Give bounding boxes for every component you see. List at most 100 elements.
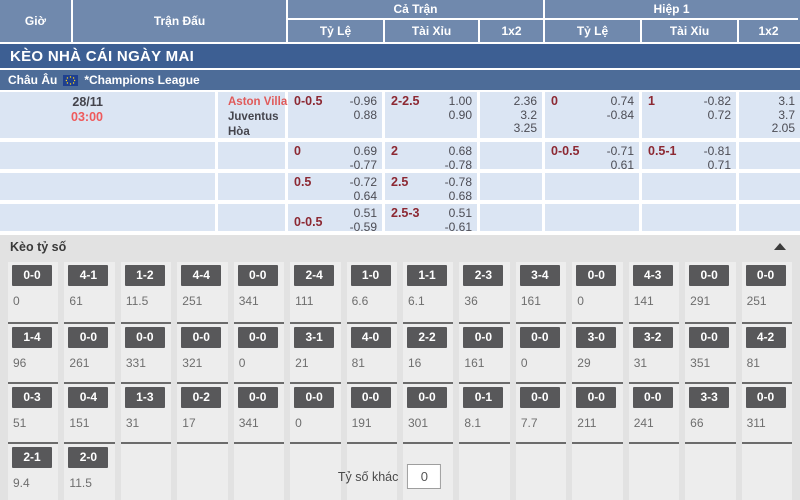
score-slot[interactable]: 0-0 261 (64, 322, 115, 382)
odds-bottom[interactable]: 0.64 (353, 188, 377, 203)
ft-overunder-cell[interactable]: 2.5 -0.78 0.68 (385, 173, 480, 202)
score-label[interactable]: 0-4 (68, 387, 109, 408)
score-odds-cell[interactable]: 0-0 0 (290, 387, 340, 430)
score-odds-cell[interactable]: 1-1 6.1 (403, 265, 453, 308)
score-odds-cell[interactable]: 0-0 0 (234, 327, 284, 370)
score-label[interactable]: 1-3 (124, 387, 165, 408)
score-slot[interactable]: 3-0 29 (572, 322, 623, 382)
score-slot[interactable]: 0-0 341 (234, 262, 284, 322)
ft-overunder-cell[interactable]: 2.5-3 0.51 -0.61 (385, 204, 480, 233)
score-label[interactable]: 3-4 (519, 265, 560, 286)
score-slot[interactable]: 0-0 191 (346, 382, 397, 442)
score-slot[interactable]: 0-4 151 (64, 382, 115, 442)
other-score-input[interactable] (407, 464, 442, 489)
score-label[interactable]: 0-0 (350, 387, 391, 408)
score-odds-cell[interactable]: 0-0 301 (403, 387, 453, 430)
score-label[interactable]: 2-3 (463, 265, 504, 286)
score-slot[interactable]: 1-0 6.6 (347, 262, 397, 322)
score-label[interactable]: 0-0 (406, 387, 447, 408)
score-slot[interactable]: 2-2 16 (402, 322, 454, 382)
odds-top[interactable]: 1.00 (448, 94, 472, 108)
score-odds-cell[interactable]: 0-0 351 (685, 327, 735, 370)
h1-1x2-cell[interactable]: 3.1 3.7 2.05 (739, 92, 800, 138)
score-slot[interactable]: 2-3 36 (459, 262, 509, 322)
score-slot[interactable]: 0-0 241 (628, 382, 680, 442)
score-label[interactable]: 0-0 (745, 387, 786, 408)
score-odds-cell[interactable]: 2-2 16 (403, 327, 453, 370)
odds-top[interactable]: -0.96 (349, 94, 377, 108)
score-label[interactable]: 2-2 (406, 327, 447, 348)
score-label[interactable]: 0-0 (237, 327, 278, 348)
h1-overunder-cell[interactable]: 1 -0.82 0.72 (642, 92, 739, 138)
score-label[interactable]: 0-0 (519, 327, 560, 348)
score-slot[interactable]: 0-0 161 (459, 322, 510, 382)
score-slot[interactable]: 4-3 141 (629, 262, 679, 322)
score-label[interactable]: 4-4 (181, 265, 222, 286)
score-slot[interactable]: 4-4 251 (177, 262, 227, 322)
score-slot[interactable]: 0-0 0 (233, 322, 285, 382)
score-label[interactable]: 4-1 (68, 265, 109, 286)
score-slot[interactable]: 1-2 11.5 (121, 262, 171, 322)
score-slot[interactable]: 2-1 9.4 (8, 442, 59, 500)
score-label[interactable]: 1-4 (12, 327, 52, 348)
ft-handicap-cell[interactable]: 0.5 -0.72 0.64 (288, 173, 385, 202)
score-label[interactable]: 0-0 (294, 387, 335, 408)
score-odds-cell[interactable]: 4-4 251 (177, 265, 227, 308)
score-odds-cell[interactable]: 0-0 0 (8, 265, 58, 308)
score-label[interactable]: 0-0 (576, 387, 617, 408)
score-slot[interactable]: 4-1 61 (64, 262, 114, 322)
score-odds-cell[interactable]: 0-3 51 (8, 387, 58, 430)
score-odds-cell[interactable]: 3-1 21 (290, 327, 340, 370)
score-odds-cell[interactable]: 4-0 81 (347, 327, 397, 370)
odds-bottom[interactable]: -0.61 (444, 219, 472, 234)
score-slot[interactable]: 0-0 0 (8, 262, 58, 322)
odds-top[interactable]: 0.74 (610, 94, 634, 108)
odds-bottom[interactable]: -0.59 (349, 219, 377, 234)
score-slot[interactable]: 1-3 31 (120, 382, 172, 442)
score-label[interactable]: 3-2 (632, 327, 673, 348)
odds-bottom[interactable]: 0.72 (707, 107, 731, 122)
collapse-icon[interactable] (774, 243, 786, 250)
odds-top[interactable]: -0.81 (703, 144, 731, 158)
score-slot[interactable]: 0-1 8.1 (459, 382, 510, 442)
score-slot[interactable]: 0-0 0 (515, 322, 567, 382)
score-slot[interactable]: 0-0 211 (572, 382, 623, 442)
score-slot[interactable]: 0-0 7.7 (515, 382, 567, 442)
score-slot[interactable]: 3-2 31 (628, 322, 680, 382)
score-slot[interactable]: 0-0 291 (685, 262, 735, 322)
score-odds-cell[interactable]: 0-0 191 (347, 387, 397, 430)
score-label[interactable]: 0-2 (181, 387, 222, 408)
score-slot[interactable]: 0-0 351 (685, 322, 736, 382)
score-odds-cell[interactable]: 2-1 9.4 (8, 447, 58, 490)
score-label[interactable]: 3-3 (689, 387, 730, 408)
odds-bottom[interactable]: -0.78 (444, 157, 472, 172)
odds-x[interactable]: 3.7 (778, 107, 795, 122)
score-slot[interactable]: 0-0 251 (742, 262, 792, 322)
odds-bottom[interactable]: -0.84 (606, 107, 634, 122)
score-odds-cell[interactable]: 1-3 31 (121, 387, 171, 430)
score-slot[interactable]: 1-4 96 (8, 322, 59, 382)
score-slot[interactable]: 2-4 111 (290, 262, 340, 322)
score-slot[interactable]: 2-0 11.5 (64, 442, 115, 500)
score-odds-cell[interactable]: 3-3 66 (685, 387, 735, 430)
score-odds-cell[interactable]: 0-2 17 (177, 387, 227, 430)
odds-top[interactable]: -0.78 (444, 175, 472, 189)
score-label[interactable]: 0-0 (576, 265, 617, 286)
score-label[interactable]: 0-0 (237, 387, 278, 408)
league-row[interactable]: Châu Âu *Champions League (0, 70, 800, 90)
score-odds-cell[interactable]: 0-0 261 (64, 327, 114, 370)
score-slot[interactable]: 0-0 301 (402, 382, 454, 442)
h1-overunder-cell[interactable]: 0.5-1 -0.81 0.71 (642, 142, 739, 171)
score-odds-cell[interactable]: 0-0 331 (121, 327, 171, 370)
ft-handicap-cell[interactable]: 0 0.69 -0.77 (288, 142, 385, 171)
score-odds-cell[interactable]: 0-0 251 (742, 265, 792, 308)
score-label[interactable]: 0-0 (745, 265, 786, 286)
score-slot[interactable]: 0-3 51 (8, 382, 59, 442)
score-label[interactable]: 0-3 (12, 387, 52, 408)
score-odds-cell[interactable]: 0-0 241 (629, 387, 679, 430)
score-slot[interactable]: 3-4 161 (516, 262, 566, 322)
score-odds-cell[interactable]: 0-4 151 (64, 387, 114, 430)
score-odds-cell[interactable]: 2-3 36 (459, 265, 509, 308)
score-odds-cell[interactable]: 0-0 7.7 (516, 387, 566, 430)
score-odds-cell[interactable]: 1-0 6.6 (347, 265, 397, 308)
